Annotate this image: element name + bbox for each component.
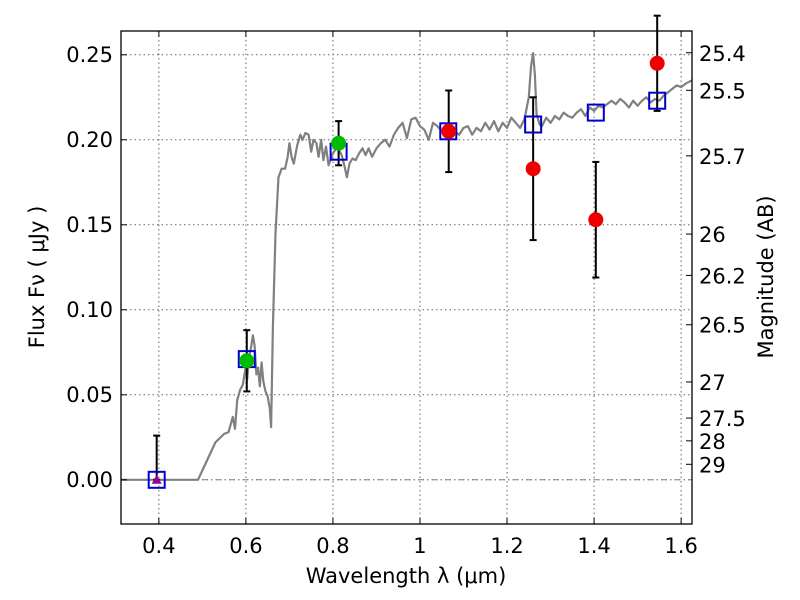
template-spectrum-group: [121, 52, 693, 481]
grid: [121, 31, 692, 524]
x-tick-label: 1: [413, 534, 426, 558]
green-data-point: [239, 353, 255, 369]
y-tick-label: 0.15: [66, 213, 113, 237]
model-fluxes: [147, 91, 667, 489]
y-tick-label: 0.25: [66, 43, 113, 67]
green-data-point: [331, 135, 347, 151]
observed-fluxes: [151, 55, 665, 484]
x-tick-label: 1.2: [490, 534, 523, 558]
plot-frame: [120, 30, 693, 525]
magnitude-tick-label: 29: [699, 453, 726, 477]
y-axis-title: Flux Fν ( μJy ): [25, 206, 49, 349]
model-flux-square: [524, 115, 543, 134]
magnitude-tick-label: 25.5: [699, 79, 746, 103]
upper-limit-point: [151, 474, 162, 484]
magnitude-tick-label: 27.5: [699, 407, 746, 431]
x-axis-title: Wavelength λ (μm): [306, 564, 507, 588]
model-flux-square: [439, 122, 458, 141]
x-tick-label: 1.6: [664, 534, 697, 558]
y-tick-label: 0.20: [66, 128, 113, 152]
red-data-point: [525, 161, 541, 177]
magnitude-tick-label: 25.4: [699, 42, 746, 66]
x-tick-label: 1.4: [577, 534, 610, 558]
magnitude-tick-label: 25.7: [699, 145, 746, 169]
model-flux-square: [648, 91, 667, 110]
model-flux-square: [586, 103, 605, 122]
red-data-point: [649, 55, 665, 71]
y-tick-label: 0.10: [66, 298, 113, 322]
red-data-point: [588, 212, 604, 228]
red-data-point: [441, 123, 457, 139]
y-tick-label: 0.05: [66, 383, 113, 407]
axis-ticks: 0.4 0.6 0.8 1 1.2 1.4 1.6 0.00 0.05 0.10 0.15 0.20 0…: [66, 31, 746, 558]
magnitude-axis-title: Magnitude (AB): [754, 195, 778, 358]
magnitude-tick-label: 26.2: [699, 264, 746, 288]
x-tick-label: 0.4: [142, 534, 175, 558]
template-spectrum-line: [121, 52, 693, 481]
y-tick-label: 0.00: [66, 468, 113, 492]
model-flux-square: [147, 470, 166, 489]
x-tick-label: 0.6: [229, 534, 262, 558]
magnitude-tick-label: 26.5: [699, 314, 746, 338]
magnitude-tick-label: 28: [699, 430, 726, 454]
magnitude-tick-label: 27: [699, 371, 726, 395]
error-bars: [153, 14, 661, 481]
magnitude-tick-label: 26: [699, 223, 726, 247]
x-tick-label: 0.8: [316, 534, 349, 558]
